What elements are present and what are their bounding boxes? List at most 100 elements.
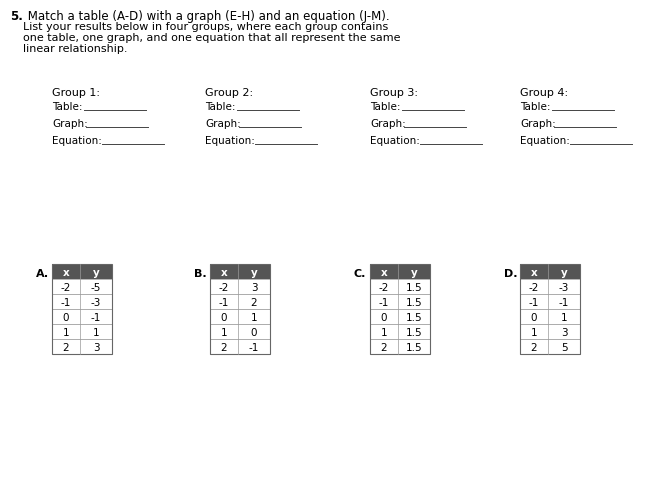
Text: x: x [63,267,69,277]
Text: -2: -2 [529,282,539,292]
Text: 0: 0 [381,312,387,323]
Bar [370,324,430,339]
Bar [52,309,112,324]
Text: 0: 0 [221,312,227,323]
Bar [52,294,112,309]
Bar [520,324,580,339]
Text: -3: -3 [559,282,569,292]
Text: 5: 5 [561,342,567,352]
Bar [52,264,112,354]
Text: Equation:: Equation: [520,136,570,146]
Text: 3: 3 [251,282,257,292]
Text: 3: 3 [561,327,567,337]
Text: Equation:: Equation: [52,136,102,146]
Text: -1: -1 [249,342,259,352]
Text: x: x [221,267,227,277]
Text: 2: 2 [251,298,257,307]
Text: Graph:: Graph: [52,119,88,129]
Text: List your results below in four groups, where each group contains: List your results below in four groups, … [23,22,388,32]
Bar [520,294,580,309]
Text: 3: 3 [92,342,99,352]
Text: Match a table (A-D) with a graph (E-H) and an equation (J-M).: Match a table (A-D) with a graph (E-H) a… [24,10,390,23]
Text: 1: 1 [380,327,387,337]
Bar [210,309,270,324]
Text: Group 3:: Group 3: [370,88,418,98]
Text: -3: -3 [91,298,101,307]
Text: Graph:: Graph: [370,119,406,129]
Bar [52,324,112,339]
Text: Equation:: Equation: [370,136,420,146]
Text: 1.5: 1.5 [406,298,422,307]
Bar [520,264,580,354]
Text: Group 1:: Group 1: [52,88,100,98]
Text: x: x [380,267,388,277]
Bar [520,309,580,324]
Text: 0: 0 [63,312,69,323]
Text: Table:: Table: [370,102,400,112]
Bar [52,339,112,354]
Bar [210,294,270,309]
Text: 1.5: 1.5 [406,342,422,352]
Text: D.: D. [504,268,517,278]
Text: 2: 2 [380,342,387,352]
Bar [210,324,270,339]
Text: 2: 2 [221,342,227,352]
Text: Equation:: Equation: [205,136,255,146]
Bar [52,279,112,294]
Bar [520,264,580,279]
Bar [370,279,430,294]
Text: Table:: Table: [205,102,235,112]
Text: 1.5: 1.5 [406,327,422,337]
Text: C.: C. [354,268,366,278]
Text: A.: A. [36,268,49,278]
Bar [370,264,430,354]
Bar [520,339,580,354]
Text: -1: -1 [379,298,389,307]
Bar [210,339,270,354]
Text: 1: 1 [531,327,537,337]
Text: linear relationship.: linear relationship. [23,44,128,54]
Text: 2: 2 [531,342,537,352]
Text: y: y [92,267,99,277]
Text: -1: -1 [529,298,539,307]
Text: 1.5: 1.5 [406,312,422,323]
Bar [520,279,580,294]
Text: y: y [410,267,418,277]
Text: 5.: 5. [10,10,23,23]
Text: 0: 0 [251,327,257,337]
Text: x: x [531,267,537,277]
Text: -5: -5 [91,282,101,292]
Text: Graph:: Graph: [205,119,241,129]
Bar [210,264,270,279]
Bar [370,264,430,279]
Text: 1: 1 [251,312,257,323]
Text: Table:: Table: [520,102,551,112]
Text: y: y [561,267,567,277]
Text: -2: -2 [379,282,389,292]
Bar [210,279,270,294]
Text: -1: -1 [91,312,101,323]
Bar [370,339,430,354]
Bar [52,264,112,279]
Text: -1: -1 [61,298,71,307]
Bar [370,294,430,309]
Text: 1: 1 [221,327,227,337]
Text: -1: -1 [559,298,569,307]
Text: Group 2:: Group 2: [205,88,253,98]
Text: Graph:: Graph: [520,119,556,129]
Text: -2: -2 [219,282,229,292]
Text: 1: 1 [561,312,567,323]
Text: Group 4:: Group 4: [520,88,568,98]
Text: y: y [251,267,257,277]
Text: Table:: Table: [52,102,82,112]
Text: B.: B. [194,268,207,278]
Text: -1: -1 [219,298,229,307]
Text: -2: -2 [61,282,71,292]
Text: 1: 1 [63,327,69,337]
Text: 1.5: 1.5 [406,282,422,292]
Text: 2: 2 [63,342,69,352]
Text: one table, one graph, and one equation that all represent the same: one table, one graph, and one equation t… [23,33,400,43]
Text: 1: 1 [92,327,99,337]
Bar [370,309,430,324]
Bar [210,264,270,354]
